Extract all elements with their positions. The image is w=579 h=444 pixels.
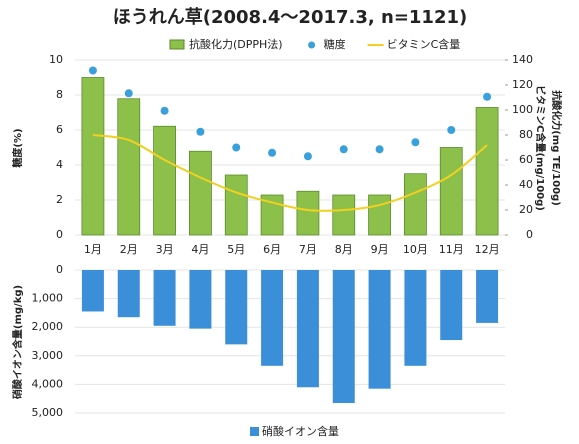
point — [339, 145, 348, 154]
y2-tick-label: 140 — [512, 53, 533, 66]
bar — [368, 270, 391, 389]
bar — [117, 98, 141, 236]
point — [483, 92, 492, 101]
x-tick-label: 5月 — [227, 243, 245, 256]
bar — [260, 194, 284, 236]
chart-title: ほうれん草(2008.4～2017.3, n=1121) — [113, 6, 467, 28]
bar — [153, 270, 176, 326]
bar — [296, 190, 320, 236]
x-tick-label: 1月 — [84, 243, 102, 256]
y-tick-label: 5,000 — [32, 406, 64, 419]
x-tick-label: 12月 — [475, 243, 500, 256]
y2-tick-label: 120 — [512, 78, 533, 91]
legend-label: 抗酸化力(DPPH法) — [189, 37, 283, 51]
bar — [189, 270, 212, 329]
legend-label: 硝酸イオン含量 — [262, 424, 339, 438]
bar — [332, 194, 356, 236]
bar — [81, 77, 105, 236]
point — [196, 127, 205, 136]
y2-axis-label: 抗酸化力(mg TE/100g) — [550, 90, 563, 206]
y-tick-label: 4,000 — [32, 377, 64, 390]
bar — [261, 270, 284, 366]
point — [160, 106, 169, 115]
x-tick-label: 2月 — [120, 243, 138, 256]
y-axis-label: 硝酸イオン含量(mg/kg) — [11, 285, 24, 399]
y-tick-label: 3,000 — [32, 349, 64, 362]
legend-label: ビタミンC含量 — [387, 37, 461, 51]
y-tick-label: 0 — [56, 263, 63, 276]
bar — [296, 270, 319, 388]
y2-axis-label: ビタミンC含量(mg/100g) — [534, 85, 547, 211]
point — [447, 126, 456, 134]
x-tick-label: 8月 — [335, 243, 353, 256]
point — [88, 66, 97, 75]
y-tick-label: 0 — [56, 228, 63, 241]
bar — [368, 194, 391, 236]
point — [411, 138, 420, 147]
point — [303, 152, 312, 161]
legend-label: 糖度 — [324, 37, 346, 51]
point — [268, 148, 277, 157]
line — [92, 134, 488, 212]
bar — [117, 270, 140, 318]
y2-tick-label: 0 — [526, 228, 533, 241]
y2-tick-label: 100 — [512, 103, 533, 116]
y2-tick-label: 40 — [519, 178, 533, 191]
bar — [476, 270, 499, 323]
y-tick-label: 2 — [56, 193, 63, 206]
y-tick-label: 4 — [56, 158, 63, 171]
bar — [225, 270, 248, 345]
bar — [189, 150, 212, 236]
y-tick-label: 8 — [56, 88, 63, 101]
bar — [439, 147, 463, 236]
y-axis-label: 糖度(%) — [11, 128, 24, 167]
point — [232, 143, 241, 152]
legend-swatch — [169, 39, 185, 50]
x-tick-label: 9月 — [371, 243, 389, 256]
bar — [404, 270, 427, 366]
x-tick-label: 7月 — [299, 243, 317, 256]
x-tick-label: 6月 — [263, 243, 281, 256]
bar — [332, 270, 355, 403]
x-tick-label: 10月 — [403, 243, 428, 256]
y-tick-label: 10 — [49, 53, 63, 66]
bar — [404, 173, 427, 236]
x-tick-label: 3月 — [156, 243, 174, 256]
bar — [224, 174, 248, 236]
point — [124, 89, 133, 98]
bar — [153, 125, 176, 236]
legend-swatch — [250, 427, 259, 436]
y-tick-label: 6 — [56, 123, 63, 136]
y2-tick-label: 20 — [519, 203, 533, 216]
point — [375, 145, 384, 154]
bar — [81, 270, 104, 312]
y2-tick-label: 80 — [519, 128, 533, 141]
x-tick-label: 4月 — [191, 243, 209, 256]
legend-swatch — [308, 41, 316, 49]
bar — [475, 107, 499, 236]
x-tick-label: 11月 — [439, 243, 464, 256]
y-tick-label: 2,000 — [32, 320, 64, 333]
y-tick-label: 1,000 — [32, 292, 64, 305]
y2-tick-label: 60 — [519, 153, 533, 166]
bar — [440, 270, 463, 341]
